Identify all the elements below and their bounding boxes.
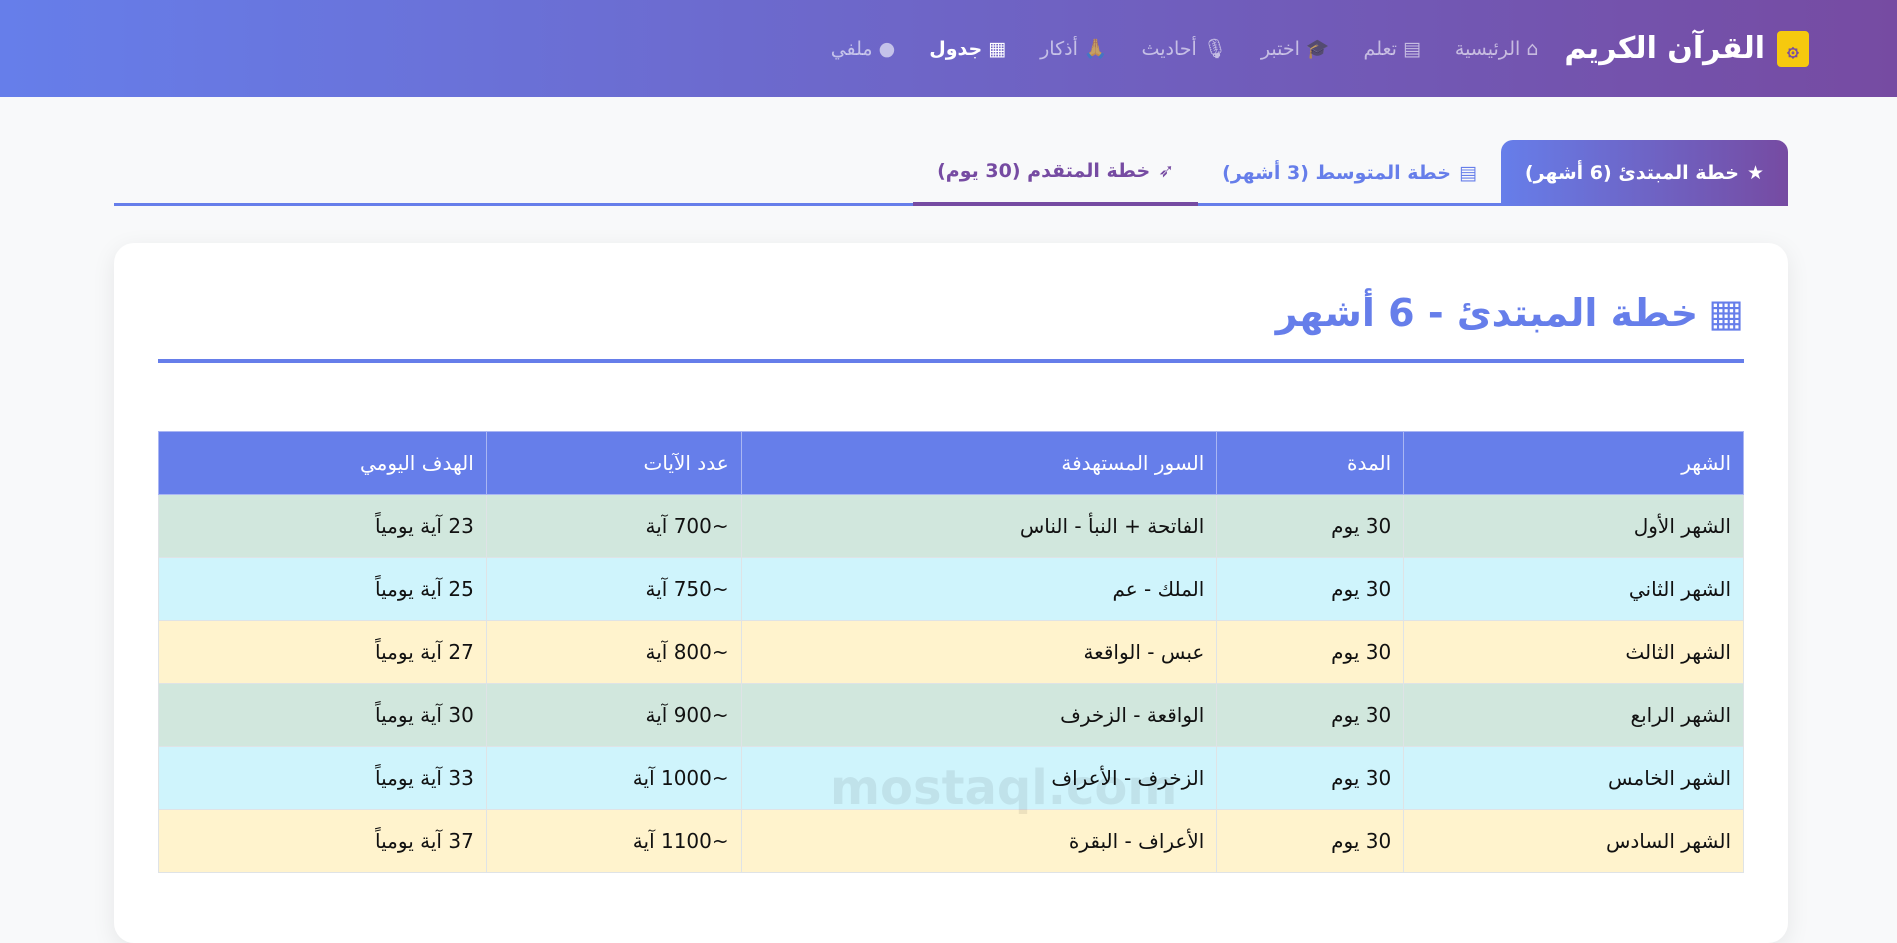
nav-item-3[interactable]: 🎙 أحاديث — [1141, 37, 1227, 61]
column-header: عدد الآيات — [485, 431, 742, 495]
table-cell: 30 يوم — [1216, 683, 1405, 747]
table-cell: 30 آية يومياً — [158, 683, 487, 747]
plan-title: ▦ خطة المبتدئ - 6 أشهر — [1276, 291, 1744, 335]
graduation-cap-icon: 🎓 — [1305, 38, 1330, 60]
tab-1[interactable]: ▤ خطة المتوسط (3 أشهر) — [1198, 140, 1501, 206]
praying-hands-icon: 🙏 — [1083, 38, 1108, 60]
quran-logo-icon: ۞ — [1777, 30, 1809, 67]
book-icon: ▤ — [1458, 162, 1477, 184]
tab-label: خطة المتوسط (3 أشهر) — [1222, 162, 1451, 184]
table-row: الشهر الأول 30 يوم الفاتحة + النبأ - الناس… — [158, 494, 1744, 558]
plan-card: ▦ خطة المبتدئ - 6 أشهر الشهر المدة السور ا… — [114, 243, 1788, 943]
nav-item-label: تعلم — [1363, 37, 1397, 60]
table-cell: ~1100 آية — [485, 809, 742, 873]
table-cell: الملك - عم — [740, 557, 1218, 621]
calendar-icon: ▦ — [988, 37, 1007, 60]
table-cell: الشهر الخامس — [1403, 746, 1744, 810]
nav-item-4[interactable]: 🙏 أذكار — [1040, 37, 1108, 61]
table-row: الشهر السادس 30 يوم الأعراف - البقرة ~1100 … — [158, 809, 1744, 873]
table-row: الشهر الثاني 30 يوم الملك - عم ~750 آية 25 آ… — [158, 557, 1744, 621]
table-row: الشهر الثالث 30 يوم عبس - الواقعة ~800 آية 2… — [158, 620, 1744, 684]
nav-item-label: أذكار — [1040, 37, 1078, 60]
table-cell: 25 آية يومياً — [158, 557, 487, 621]
table-cell: الفاتحة + النبأ - الناس — [740, 494, 1218, 558]
tab-label: خطة المتقدم (30 يوم) — [937, 160, 1151, 182]
table-cell: 30 يوم — [1216, 620, 1405, 684]
table-cell: الشهر الرابع — [1403, 683, 1744, 747]
table-cell: الشهر الثاني — [1403, 557, 1744, 621]
rocket-icon: ➶ — [1158, 160, 1175, 182]
microphone-icon: 🎙 — [1202, 38, 1227, 60]
plan-tabs: ★ خطة المبتدئ (6 أشهر) ▤ خطة المتوسط (3 أشه… — [114, 140, 1788, 206]
table-cell: ~750 آية — [485, 557, 742, 621]
nav-item-5[interactable]: ▦ جدول — [929, 37, 1006, 60]
table-cell: الزخرف - الأعراف — [740, 746, 1218, 810]
table-cell: ~700 آية — [485, 494, 742, 558]
tab-label: خطة المبتدئ (6 أشهر) — [1524, 162, 1739, 184]
table-cell: 30 يوم — [1216, 809, 1405, 873]
column-header: المدة — [1216, 431, 1405, 495]
home-icon: ⌂ — [1526, 37, 1539, 60]
table-cell: 30 يوم — [1216, 746, 1405, 810]
table-cell: الشهر الثالث — [1403, 620, 1744, 684]
column-header: السور المستهدفة — [740, 431, 1218, 495]
book-icon: ▤ — [1402, 37, 1421, 60]
nav-item-0[interactable]: ⌂ الرئيسية — [1455, 37, 1539, 60]
table-cell: 30 يوم — [1216, 494, 1405, 558]
table-cell: 23 آية يومياً — [158, 494, 487, 558]
table-cell: 27 آية يومياً — [158, 620, 487, 684]
table-cell: 33 آية يومياً — [158, 746, 487, 810]
tab-0[interactable]: ★ خطة المبتدئ (6 أشهر) — [1500, 140, 1788, 206]
nav-item-label: اختبر — [1260, 37, 1300, 60]
nav-item-label: الرئيسية — [1454, 37, 1521, 60]
nav-item-6[interactable]: ● ملفي — [831, 37, 896, 60]
navbar: ۞ القرآن الكريم ⌂ الرئيسية ▤ تعلم 🎓 اختبر 🎙 أحا… — [0, 0, 1897, 97]
title-divider — [158, 359, 1744, 363]
nav-item-label: جدول — [929, 37, 983, 60]
table-cell: 37 آية يومياً — [158, 809, 487, 873]
user-circle-icon: ● — [878, 37, 896, 60]
table-row: الشهر الخامس 30 يوم الزخرف - الأعراف ~1000 … — [158, 746, 1744, 810]
table-cell: ~1000 آية — [485, 746, 742, 810]
table-cell: ~900 آية — [485, 683, 742, 747]
nav-item-label: أحاديث — [1141, 37, 1197, 60]
plan-title-text: خطة المبتدئ - 6 أشهر — [1275, 291, 1699, 335]
table-cell: الشهر السادس — [1403, 809, 1744, 873]
table-cell: عبس - الواقعة — [740, 620, 1218, 684]
star-icon: ★ — [1746, 162, 1764, 184]
nav-item-1[interactable]: ▤ تعلم — [1364, 37, 1421, 60]
nav-item-2[interactable]: 🎓 اختبر — [1260, 37, 1330, 61]
brand[interactable]: ۞ القرآن الكريم — [1564, 30, 1809, 67]
table-cell: الأعراف - البقرة — [740, 809, 1218, 873]
brand-title: القرآن الكريم — [1564, 31, 1765, 66]
table-cell: 30 يوم — [1216, 557, 1405, 621]
watermark: mostaql.com — [830, 760, 1178, 816]
table-row: الشهر الرابع 30 يوم الواقعة - الزخرف ~900 آ… — [158, 683, 1744, 747]
table-cell: الواقعة - الزخرف — [740, 683, 1218, 747]
column-header: الهدف اليومي — [158, 431, 487, 495]
nav-item-label: ملفي — [830, 37, 873, 60]
plan-table: الشهر المدة السور المستهدفة عدد الآيات الهدف… — [158, 431, 1744, 873]
column-header: الشهر — [1403, 431, 1744, 495]
table-cell: ~800 آية — [485, 620, 742, 684]
calendar-icon: ▦ — [1708, 291, 1744, 335]
table-cell: الشهر الأول — [1403, 494, 1744, 558]
tab-2[interactable]: ➶ خطة المتقدم (30 يوم) — [913, 140, 1199, 206]
